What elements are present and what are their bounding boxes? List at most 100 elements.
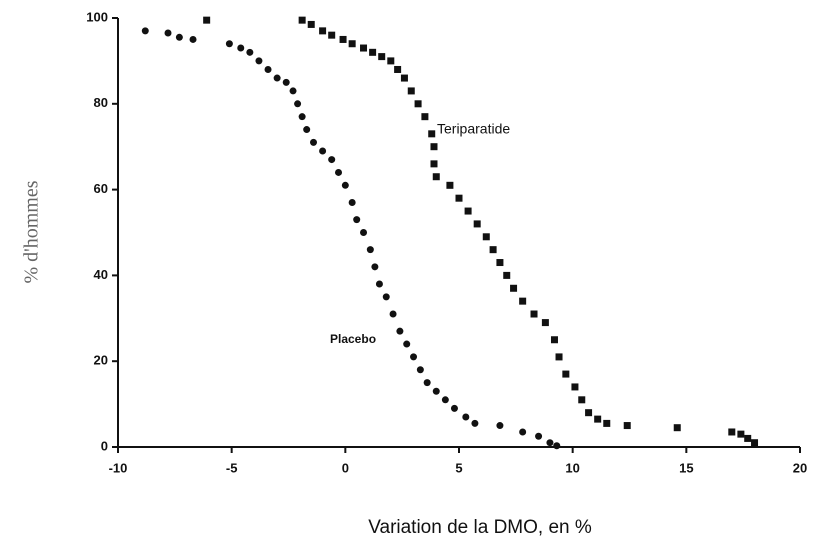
point [289,87,297,95]
point [496,259,504,267]
x-tick-label: -5 [226,460,238,475]
point [571,383,579,391]
point [175,33,183,41]
x-tick-label: 15 [679,460,693,475]
point [416,366,424,374]
point [535,432,543,440]
point [328,156,336,164]
point [369,48,377,56]
point [298,16,306,24]
point [462,413,470,421]
point [360,229,368,236]
point [394,65,402,73]
point [303,126,311,134]
point [203,16,211,24]
point [371,263,379,271]
y-tick-label: 40 [94,267,108,282]
point [455,194,463,202]
y-tick-label: 100 [86,9,108,24]
point [273,74,281,82]
x-tick-label: 20 [793,460,807,475]
x-axis-label: Variation de la DMO, en % [368,517,592,538]
point [141,27,149,35]
point [403,340,411,348]
point [335,168,343,176]
point [360,44,368,52]
point [603,419,611,427]
point [546,439,554,447]
y-axis-label: % d'hommes [21,180,43,283]
point [441,396,449,404]
point [541,319,549,327]
annotation: Placebo [330,332,376,346]
point [555,353,563,361]
point [737,430,745,438]
x-tick-label: 10 [565,460,579,475]
point [553,442,561,450]
y-tick-label: 80 [94,95,108,110]
point [255,57,263,65]
point [225,40,233,48]
point [510,284,518,292]
point [264,65,272,73]
point [282,78,290,86]
point [378,53,386,61]
point [530,310,538,318]
point [496,422,504,430]
point [341,181,349,189]
point [446,181,454,189]
point [428,130,436,138]
point [375,280,383,288]
point [519,428,527,436]
point [246,48,254,56]
point [353,216,361,224]
point [594,415,602,423]
y-tick-label: 0 [101,438,108,453]
point [366,246,374,254]
point [519,297,527,305]
point [348,198,356,206]
point [464,207,472,215]
point [382,293,390,301]
point [339,35,347,43]
point [414,100,422,108]
x-tick-label: 0 [342,460,349,475]
point [430,160,438,168]
point [585,409,593,417]
point [387,57,395,65]
point [421,113,429,121]
point [307,20,315,28]
point [410,353,418,361]
x-tick-label: 5 [455,460,462,475]
point [237,44,245,52]
point [751,439,759,447]
point [503,271,511,279]
y-tick-label: 60 [94,181,108,196]
point [473,220,481,228]
point [623,422,631,430]
x-tick-label: -10 [109,460,128,475]
point [348,40,356,48]
point [328,31,336,39]
point [744,434,752,442]
point [550,336,558,344]
point [396,327,404,335]
point [432,387,440,395]
point [423,379,431,387]
point [164,29,172,37]
point [294,100,302,108]
point [400,74,408,82]
point [728,428,736,436]
point [578,396,586,404]
point [189,35,197,43]
point [673,424,681,432]
point [489,246,497,254]
point [407,87,415,95]
point [319,147,327,155]
point [432,173,440,181]
point [298,113,306,121]
y-tick-label: 20 [94,353,108,368]
point [319,27,327,35]
point [450,404,458,412]
